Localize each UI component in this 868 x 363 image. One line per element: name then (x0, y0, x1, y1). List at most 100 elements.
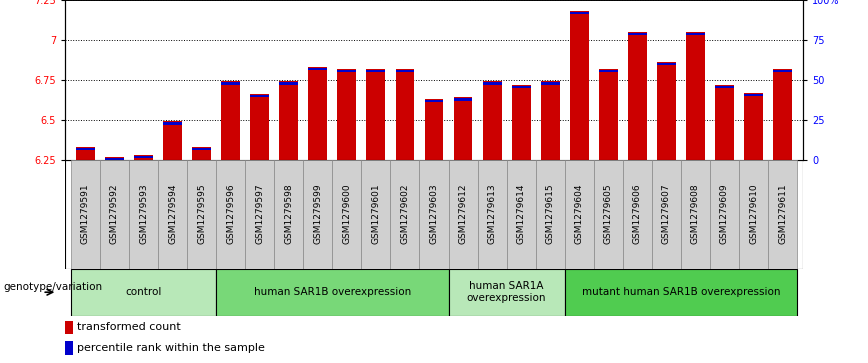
Bar (565, 160, 594, 269)
Text: GSM1279610: GSM1279610 (749, 184, 758, 245)
Bar (541, 81, 560, 160)
Bar (65, 341, 73, 355)
Bar (338, 69, 356, 160)
Text: GSM1279599: GSM1279599 (313, 184, 322, 245)
Bar (279, 82, 299, 85)
Bar (657, 63, 676, 65)
Bar (391, 160, 419, 269)
Bar (366, 70, 385, 72)
Bar (76, 147, 95, 160)
Bar (419, 160, 449, 269)
Bar (623, 160, 652, 269)
Text: GSM1279611: GSM1279611 (778, 184, 787, 245)
Text: GSM1279593: GSM1279593 (139, 184, 148, 245)
Bar (773, 69, 792, 160)
Text: GSM1279596: GSM1279596 (227, 184, 235, 245)
Text: GSM1279615: GSM1279615 (546, 184, 555, 245)
Bar (187, 160, 216, 269)
Bar (477, 160, 507, 269)
Text: human SAR1A
overexpression: human SAR1A overexpression (467, 281, 546, 303)
Bar (134, 155, 153, 160)
Bar (628, 32, 647, 160)
Bar (221, 81, 240, 160)
Text: GSM1279592: GSM1279592 (110, 184, 119, 244)
Bar (449, 160, 477, 269)
Bar (216, 269, 449, 316)
Bar (71, 269, 216, 316)
Bar (565, 269, 797, 316)
Text: control: control (125, 287, 161, 297)
Bar (512, 86, 530, 88)
Bar (739, 160, 768, 269)
Bar (536, 160, 565, 269)
Bar (628, 33, 647, 35)
Text: mutant human SAR1B overexpression: mutant human SAR1B overexpression (582, 287, 780, 297)
Text: GSM1279595: GSM1279595 (197, 184, 206, 245)
Bar (65, 321, 73, 334)
Text: percentile rank within the sample: percentile rank within the sample (77, 343, 265, 353)
Bar (396, 70, 414, 72)
Bar (105, 156, 124, 160)
Text: GSM1279600: GSM1279600 (342, 184, 352, 245)
Bar (773, 70, 792, 72)
Bar (483, 82, 502, 85)
Bar (163, 121, 182, 160)
Bar (105, 158, 124, 160)
Bar (424, 100, 444, 102)
Bar (129, 160, 158, 269)
Bar (250, 94, 269, 160)
Bar (599, 70, 618, 72)
Bar (569, 12, 589, 14)
Bar (710, 160, 739, 269)
Text: human SAR1B overexpression: human SAR1B overexpression (253, 287, 411, 297)
Bar (541, 82, 560, 85)
Text: GSM1279601: GSM1279601 (372, 184, 380, 245)
Bar (158, 160, 187, 269)
Bar (192, 148, 211, 150)
Text: GSM1279603: GSM1279603 (430, 184, 438, 245)
Bar (449, 269, 565, 316)
Bar (274, 160, 303, 269)
Bar (483, 81, 502, 160)
Text: GSM1279607: GSM1279607 (662, 184, 671, 245)
Bar (744, 93, 763, 160)
Text: GSM1279594: GSM1279594 (168, 184, 177, 244)
Bar (216, 160, 245, 269)
Bar (594, 160, 623, 269)
Text: GSM1279613: GSM1279613 (488, 184, 496, 245)
Bar (512, 85, 530, 160)
Bar (279, 81, 299, 160)
Bar (569, 11, 589, 160)
Bar (192, 147, 211, 160)
Bar (71, 160, 100, 269)
Bar (76, 148, 95, 150)
Text: GSM1279598: GSM1279598 (284, 184, 293, 245)
Text: GSM1279591: GSM1279591 (81, 184, 90, 245)
Bar (652, 160, 681, 269)
Bar (599, 69, 618, 160)
Bar (163, 122, 182, 125)
Bar (454, 98, 472, 101)
Bar (361, 160, 391, 269)
Bar (250, 95, 269, 97)
Text: GSM1279604: GSM1279604 (575, 184, 584, 244)
Text: GSM1279597: GSM1279597 (255, 184, 264, 245)
Bar (507, 160, 536, 269)
Bar (686, 32, 705, 160)
Bar (768, 160, 797, 269)
Text: GSM1279612: GSM1279612 (458, 184, 468, 244)
Bar (100, 160, 129, 269)
Text: GSM1279605: GSM1279605 (604, 184, 613, 245)
Text: GSM1279602: GSM1279602 (400, 184, 410, 244)
Bar (744, 94, 763, 96)
Bar (396, 69, 414, 160)
Bar (308, 68, 327, 70)
Text: genotype/variation: genotype/variation (3, 282, 102, 293)
Text: transformed count: transformed count (77, 322, 181, 332)
Bar (657, 62, 676, 160)
Bar (715, 85, 734, 160)
Bar (681, 160, 710, 269)
Text: GSM1279606: GSM1279606 (633, 184, 641, 245)
Bar (245, 160, 274, 269)
Text: GSM1279614: GSM1279614 (516, 184, 526, 244)
